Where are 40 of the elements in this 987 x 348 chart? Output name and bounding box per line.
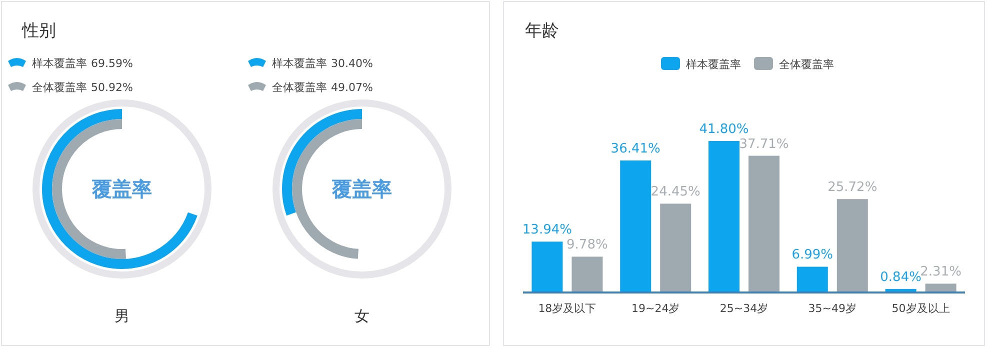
bar [708,141,740,292]
x-tick-label: 25~34岁 [720,302,768,315]
x-tick-label: 18岁及以下 [538,302,596,315]
legend-label: 全体覆盖率 [779,58,834,71]
x-tick-label: 35~49岁 [808,302,857,315]
data-label: 2.31% [920,264,962,280]
data-label: 24.45% [650,184,700,200]
bar [796,266,828,292]
bar [532,242,563,292]
data-label: 9.78% [566,238,608,253]
data-label: 25.72% [828,180,878,196]
data-label: 49.07% [331,81,373,94]
data-label: 41.80% [699,122,749,137]
text: 男 [114,307,130,325]
x-tick-label: 50岁及以上 [892,302,950,315]
category-label: 样本覆盖率 [272,57,327,70]
category-label: 样本覆盖率 [32,57,87,70]
data-label: 36.41% [610,141,660,156]
data-label: 37.71% [739,136,789,152]
legend-label: 样本覆盖率 [686,58,741,71]
text: 覆盖率 [91,177,152,201]
data-label: 69.59% [91,57,133,70]
bar [836,199,868,292]
x-tick-label: 19~24岁 [631,302,680,315]
data-label: 30.40% [331,57,373,70]
bar [748,156,780,292]
data-label: 0.84% [880,270,922,285]
data-label: 6.99% [792,248,834,263]
bar [572,256,603,292]
data-label: 50.92% [91,81,133,94]
bar [660,204,692,292]
text: 覆盖率 [331,177,392,201]
text: 性别 [21,21,56,41]
bar [620,160,652,292]
category-label: 全体覆盖率 [32,81,87,94]
category-label: 全体覆盖率 [272,81,327,94]
data-label: 13.94% [522,222,572,238]
bar [925,284,956,292]
text: 女 [354,307,370,325]
chart-title: 年龄 [525,21,559,41]
